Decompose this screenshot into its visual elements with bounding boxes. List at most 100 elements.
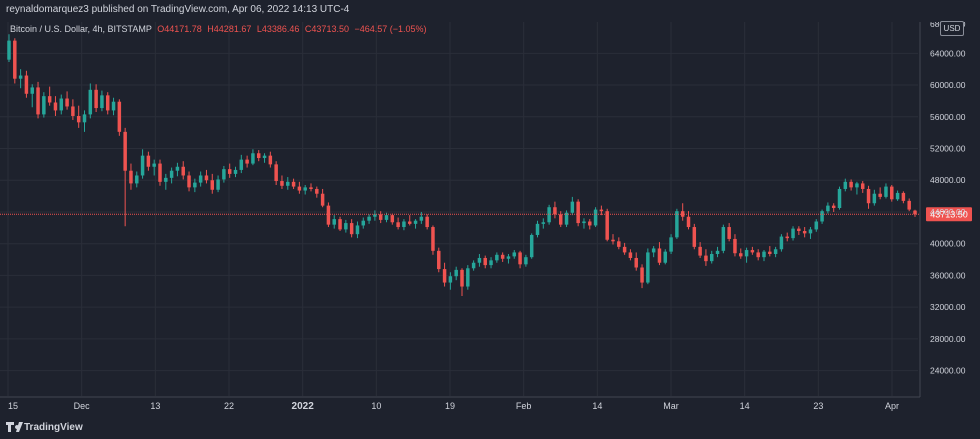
- candle-body: [570, 201, 575, 213]
- price-tick-label: 60000.00: [930, 80, 966, 90]
- candle-body: [239, 159, 244, 170]
- candle-body: [820, 211, 824, 222]
- price-tick-label: 24000.00: [930, 366, 966, 376]
- candle-body: [181, 166, 185, 176]
- candle-body: [651, 248, 656, 253]
- time-tick-label: 14: [592, 401, 602, 411]
- candle-body: [367, 216, 371, 221]
- candles: [7, 34, 917, 297]
- symbol-legend[interactable]: Bitcoin / U.S. Dollar, 4h, BITSTAMP O441…: [10, 24, 427, 34]
- candle-body: [169, 170, 174, 178]
- candle-body: [76, 115, 81, 123]
- candle-body: [42, 96, 46, 115]
- price-tick-label: 36000.00: [930, 270, 966, 280]
- candle-body: [216, 179, 220, 190]
- legend-low: L43386.46: [256, 24, 300, 34]
- candle-body: [233, 169, 238, 174]
- candle-body: [251, 153, 255, 164]
- candle-body: [628, 252, 633, 258]
- candle-body: [489, 260, 493, 266]
- candle-body: [843, 181, 848, 189]
- footer-bar: TradingView: [0, 414, 980, 439]
- candle-body: [187, 175, 191, 188]
- candle-body: [750, 250, 755, 253]
- candle-body: [698, 246, 702, 256]
- candle-body: [733, 238, 737, 254]
- time-tick-label: Apr: [885, 401, 899, 411]
- candle-body: [111, 101, 116, 111]
- candle-body: [460, 269, 464, 287]
- candle-body: [675, 211, 679, 238]
- candle-body: [791, 228, 795, 239]
- candle-body: [721, 227, 726, 251]
- candle-body: [105, 95, 110, 111]
- candle-body: [129, 170, 133, 184]
- candle-body: [135, 175, 139, 184]
- candle-body: [442, 269, 447, 283]
- candle-body: [245, 159, 249, 164]
- time-tick-label: 13: [150, 401, 160, 411]
- candle-body: [779, 236, 784, 250]
- candle-body: [837, 188, 842, 208]
- candle-body: [59, 98, 64, 111]
- candle-body: [814, 221, 819, 230]
- price-tick-label: 48000.00: [930, 175, 966, 185]
- candle-body: [582, 221, 586, 224]
- candle-body: [913, 210, 917, 215]
- symbol-title[interactable]: Bitcoin / U.S. Dollar, 4h, BITSTAMP: [10, 24, 152, 34]
- candle-body: [599, 209, 604, 212]
- price-tick-label: 28000.00: [930, 334, 966, 344]
- candle-body: [402, 221, 406, 228]
- candle-body: [831, 205, 836, 208]
- time-tick-label: 14: [740, 401, 750, 411]
- time-tick-label: 10: [371, 401, 381, 411]
- candle-body: [297, 186, 302, 191]
- candle-body: [117, 101, 122, 132]
- candle-body: [622, 246, 627, 253]
- candle-body: [466, 268, 470, 287]
- candle-body: [53, 102, 58, 111]
- candle-body: [500, 254, 505, 259]
- candle-body: [663, 251, 668, 263]
- candle-body: [198, 175, 203, 183]
- time-tick-label: Mar: [663, 401, 679, 411]
- tradingview-brand: TradingView: [24, 422, 83, 433]
- candle-body: [669, 237, 673, 252]
- candle-body: [715, 250, 720, 255]
- currency-button[interactable]: USD: [940, 21, 964, 36]
- candle-body: [477, 257, 482, 263]
- candle-body: [802, 231, 807, 234]
- candle-body: [709, 254, 714, 262]
- candle-body: [576, 201, 580, 224]
- candle-body: [24, 75, 29, 94]
- candle-body: [541, 222, 546, 224]
- last-price-line: 43713.50: [0, 207, 972, 222]
- candle-body: [152, 163, 156, 167]
- candle-body: [338, 219, 342, 230]
- candle-body: [36, 87, 40, 115]
- candle-body: [646, 252, 650, 283]
- price-tick-label: 56000.00: [930, 112, 966, 122]
- candle-body: [18, 75, 23, 79]
- candle-body: [588, 221, 592, 226]
- candle-body: [373, 214, 377, 217]
- legend-high: H44281.67: [207, 24, 252, 34]
- candle-body: [901, 192, 906, 201]
- candle-body: [320, 193, 325, 206]
- price-tick-label: 32000.00: [930, 302, 966, 312]
- candle-body: [884, 186, 888, 197]
- candle-body: [413, 220, 418, 224]
- candle-body: [390, 215, 395, 223]
- price-tick-label: 52000.00: [930, 144, 966, 154]
- candle-body: [553, 207, 557, 215]
- candle-body: [797, 228, 801, 232]
- candle-body: [419, 216, 424, 221]
- candle-body: [640, 267, 644, 283]
- candle-body: [344, 223, 348, 230]
- candle-body: [744, 250, 749, 257]
- candle-body: [564, 212, 569, 225]
- time-tick-label: Dec: [74, 401, 91, 411]
- candle-body: [262, 155, 267, 159]
